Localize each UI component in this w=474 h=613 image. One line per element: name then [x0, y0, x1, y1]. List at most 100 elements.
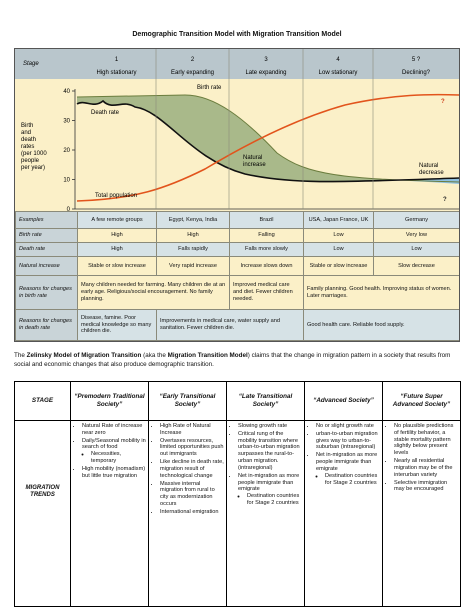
- stage-header-band: [15, 49, 459, 79]
- row-cell: Very rapid increase: [156, 256, 230, 276]
- dtm-row: Natural increase Stable or slow increase V…: [15, 256, 459, 276]
- column-cell: Natural Rate of increase near zero Daily/…: [70, 420, 149, 607]
- bullet-text: Massive internal migration from rural to…: [160, 480, 215, 507]
- row-label: Death rate: [15, 242, 78, 257]
- bullet-text: Slowing growth rate: [238, 423, 288, 429]
- y-axis-label: people: [21, 158, 40, 164]
- bullet-text: International emigration: [160, 508, 219, 515]
- bullet-text: High Rate of Natural Increase: [160, 423, 211, 436]
- bullet-text: Critical rung of the mobility transition…: [238, 430, 300, 471]
- birth-rate-curve: [76, 94, 459, 183]
- sub-item: Destination countries for Stage 2 countr…: [325, 473, 380, 487]
- bullet-item: Daily/Seasonal mobility in search of foo…: [82, 438, 146, 465]
- bullet-item: High Rate of Natural Increase: [160, 423, 224, 437]
- bullet-item: Net in-migration as more people immigrat…: [238, 473, 302, 507]
- death-rate-mask: [77, 101, 459, 209]
- bullet-item: Massive internal migration from rural to…: [160, 481, 224, 508]
- stage-name: Declining?: [402, 70, 431, 76]
- bullet-text: Net in-migration as more people immigrat…: [316, 452, 378, 472]
- sub-list: Destination countries for Stage 2 countr…: [316, 473, 380, 487]
- row-cell: Family planning. Good health. Improving …: [303, 275, 459, 310]
- intro-text: (aka the: [141, 352, 168, 359]
- row-cell: Falling: [229, 228, 304, 243]
- bullet-item: Selective immigration may be encouraged: [394, 480, 458, 494]
- row-label: Natural increase: [15, 256, 78, 276]
- y-axis-label: rates: [21, 144, 34, 150]
- row-cell: Stable or slow increase: [77, 256, 157, 276]
- death-rate-label: Death rate: [91, 110, 120, 116]
- row-cell: Germany: [373, 211, 459, 229]
- y-tick-label: 40: [63, 89, 70, 95]
- row-cell: Increase slows down: [229, 256, 304, 276]
- intro-text: Zelinsky Model of Migration Transition: [26, 352, 142, 359]
- stage-name: Late expanding: [245, 70, 286, 76]
- y-axis-label: Birth: [21, 123, 33, 129]
- bullet-item: Like decline in death rate, migration re…: [160, 459, 224, 479]
- bullet-list: No plausible predictions of fertility be…: [385, 423, 458, 493]
- row-cell: Good health care. Reliable food supply.: [303, 309, 459, 341]
- bullet-list: No or slight growth rate urban-to-urban m…: [307, 423, 380, 486]
- row-label: MIGRATION TRENDS: [14, 420, 71, 607]
- dtm-chart: Stage Death rate Birth rate Total popula…: [15, 49, 459, 211]
- bullet-item: No or slight growth rate: [316, 423, 380, 430]
- stage-number: 1: [115, 57, 119, 63]
- body-row: MIGRATION TRENDS Natural Rate of increase…: [14, 420, 461, 607]
- intro-paragraph: The Zelinsky Model of Migration Transiti…: [14, 352, 460, 369]
- row-cell: Falls rapidly: [156, 242, 230, 257]
- row-cell: Low: [373, 242, 459, 257]
- total-population-label: Total population: [95, 193, 137, 199]
- bullet-text: Selective immigration may be encouraged: [394, 479, 448, 493]
- sub-item: Necessities, temporary: [91, 451, 146, 465]
- dtm-row: Death rate High Falls rapidly Falls more sl…: [15, 242, 459, 257]
- bullet-text: Natural Rate of increase near zero: [82, 423, 143, 436]
- sub-list: Necessities, temporary: [82, 451, 146, 465]
- row-cell: Egypt, Kenya, India: [156, 211, 230, 229]
- stage-label: Stage: [23, 61, 39, 67]
- y-axis-label: and: [21, 130, 31, 136]
- sub-item: Destination countries for Stage 2 countr…: [247, 493, 302, 507]
- dtm-row: Reasons for changes in death rate Disease…: [15, 309, 459, 341]
- row-cell: Disease, famine. Poor medical knowledge …: [77, 309, 157, 341]
- document-title: Demographic Transition Model with Migrat…: [132, 31, 342, 38]
- row-label-text: MIGRATION TRENDS: [25, 485, 60, 499]
- stage-number: 2: [191, 57, 195, 63]
- dtm-row: Birth rate High High Falling Low Very low: [15, 228, 459, 243]
- intro-text: ) claims that the change in migration pa…: [14, 352, 451, 368]
- bullet-item: International emigration: [160, 509, 224, 516]
- death-rate-curve: [76, 99, 459, 183]
- bullet-list: Slowing growth rateCritical rung of the …: [229, 423, 302, 507]
- row-cell: Low: [303, 242, 374, 257]
- row-cell: High: [77, 242, 157, 257]
- natural-increase-label: increase: [243, 162, 266, 168]
- row-cell: Many children needed for farming. Many c…: [77, 275, 230, 310]
- column-cell: No or slight growth rate urban-to-urban m…: [304, 420, 383, 607]
- bullet-text: No plausible predictions of fertility be…: [394, 423, 454, 457]
- row-cell: Low: [303, 228, 374, 243]
- bullet-item: Nearly all residential migration may be …: [394, 458, 458, 478]
- row-cell: USA, Japan France, UK: [303, 211, 374, 229]
- bullet-item: Net in-migration as more people immigrat…: [316, 452, 380, 486]
- row-label: Reasons for changes in death rate: [15, 309, 78, 341]
- dtm-row: Reasons for changes in birth rate Many ch…: [15, 275, 459, 310]
- bullet-item: Slowing growth rate: [238, 423, 302, 430]
- row-cell: High: [156, 228, 230, 243]
- dtm-row: Examples A few remote groups Egypt, Kenya,…: [15, 211, 459, 229]
- row-cell: High: [77, 228, 157, 243]
- row-cell: Improved medical care and diet. Fewer ch…: [229, 275, 304, 310]
- row-label: Examples: [15, 211, 78, 229]
- y-tick-label: 20: [63, 148, 70, 154]
- birth-rate-label: Birth rate: [197, 85, 222, 91]
- bullet-item: Natural Rate of increase near zero: [82, 423, 146, 437]
- stage-name: Low stationary: [319, 70, 358, 76]
- column-header: “Early Transitional Society”: [148, 381, 227, 421]
- row-cell: Brazil: [229, 211, 304, 229]
- bullet-list: Natural Rate of increase near zero Daily/…: [73, 423, 146, 480]
- stage-name: High stationary: [96, 70, 136, 76]
- stage-number: 5 ?: [412, 57, 421, 63]
- column-header: “Advanced Society”: [304, 381, 383, 421]
- bullet-item: Critical rung of the mobility transition…: [238, 431, 302, 472]
- migration-table: STAGE “Premodern Traditional Society” “Ear…: [14, 381, 461, 607]
- bullet-item: No plausible predictions of fertility be…: [394, 423, 458, 457]
- row-cell: Falls more slowly: [229, 242, 304, 257]
